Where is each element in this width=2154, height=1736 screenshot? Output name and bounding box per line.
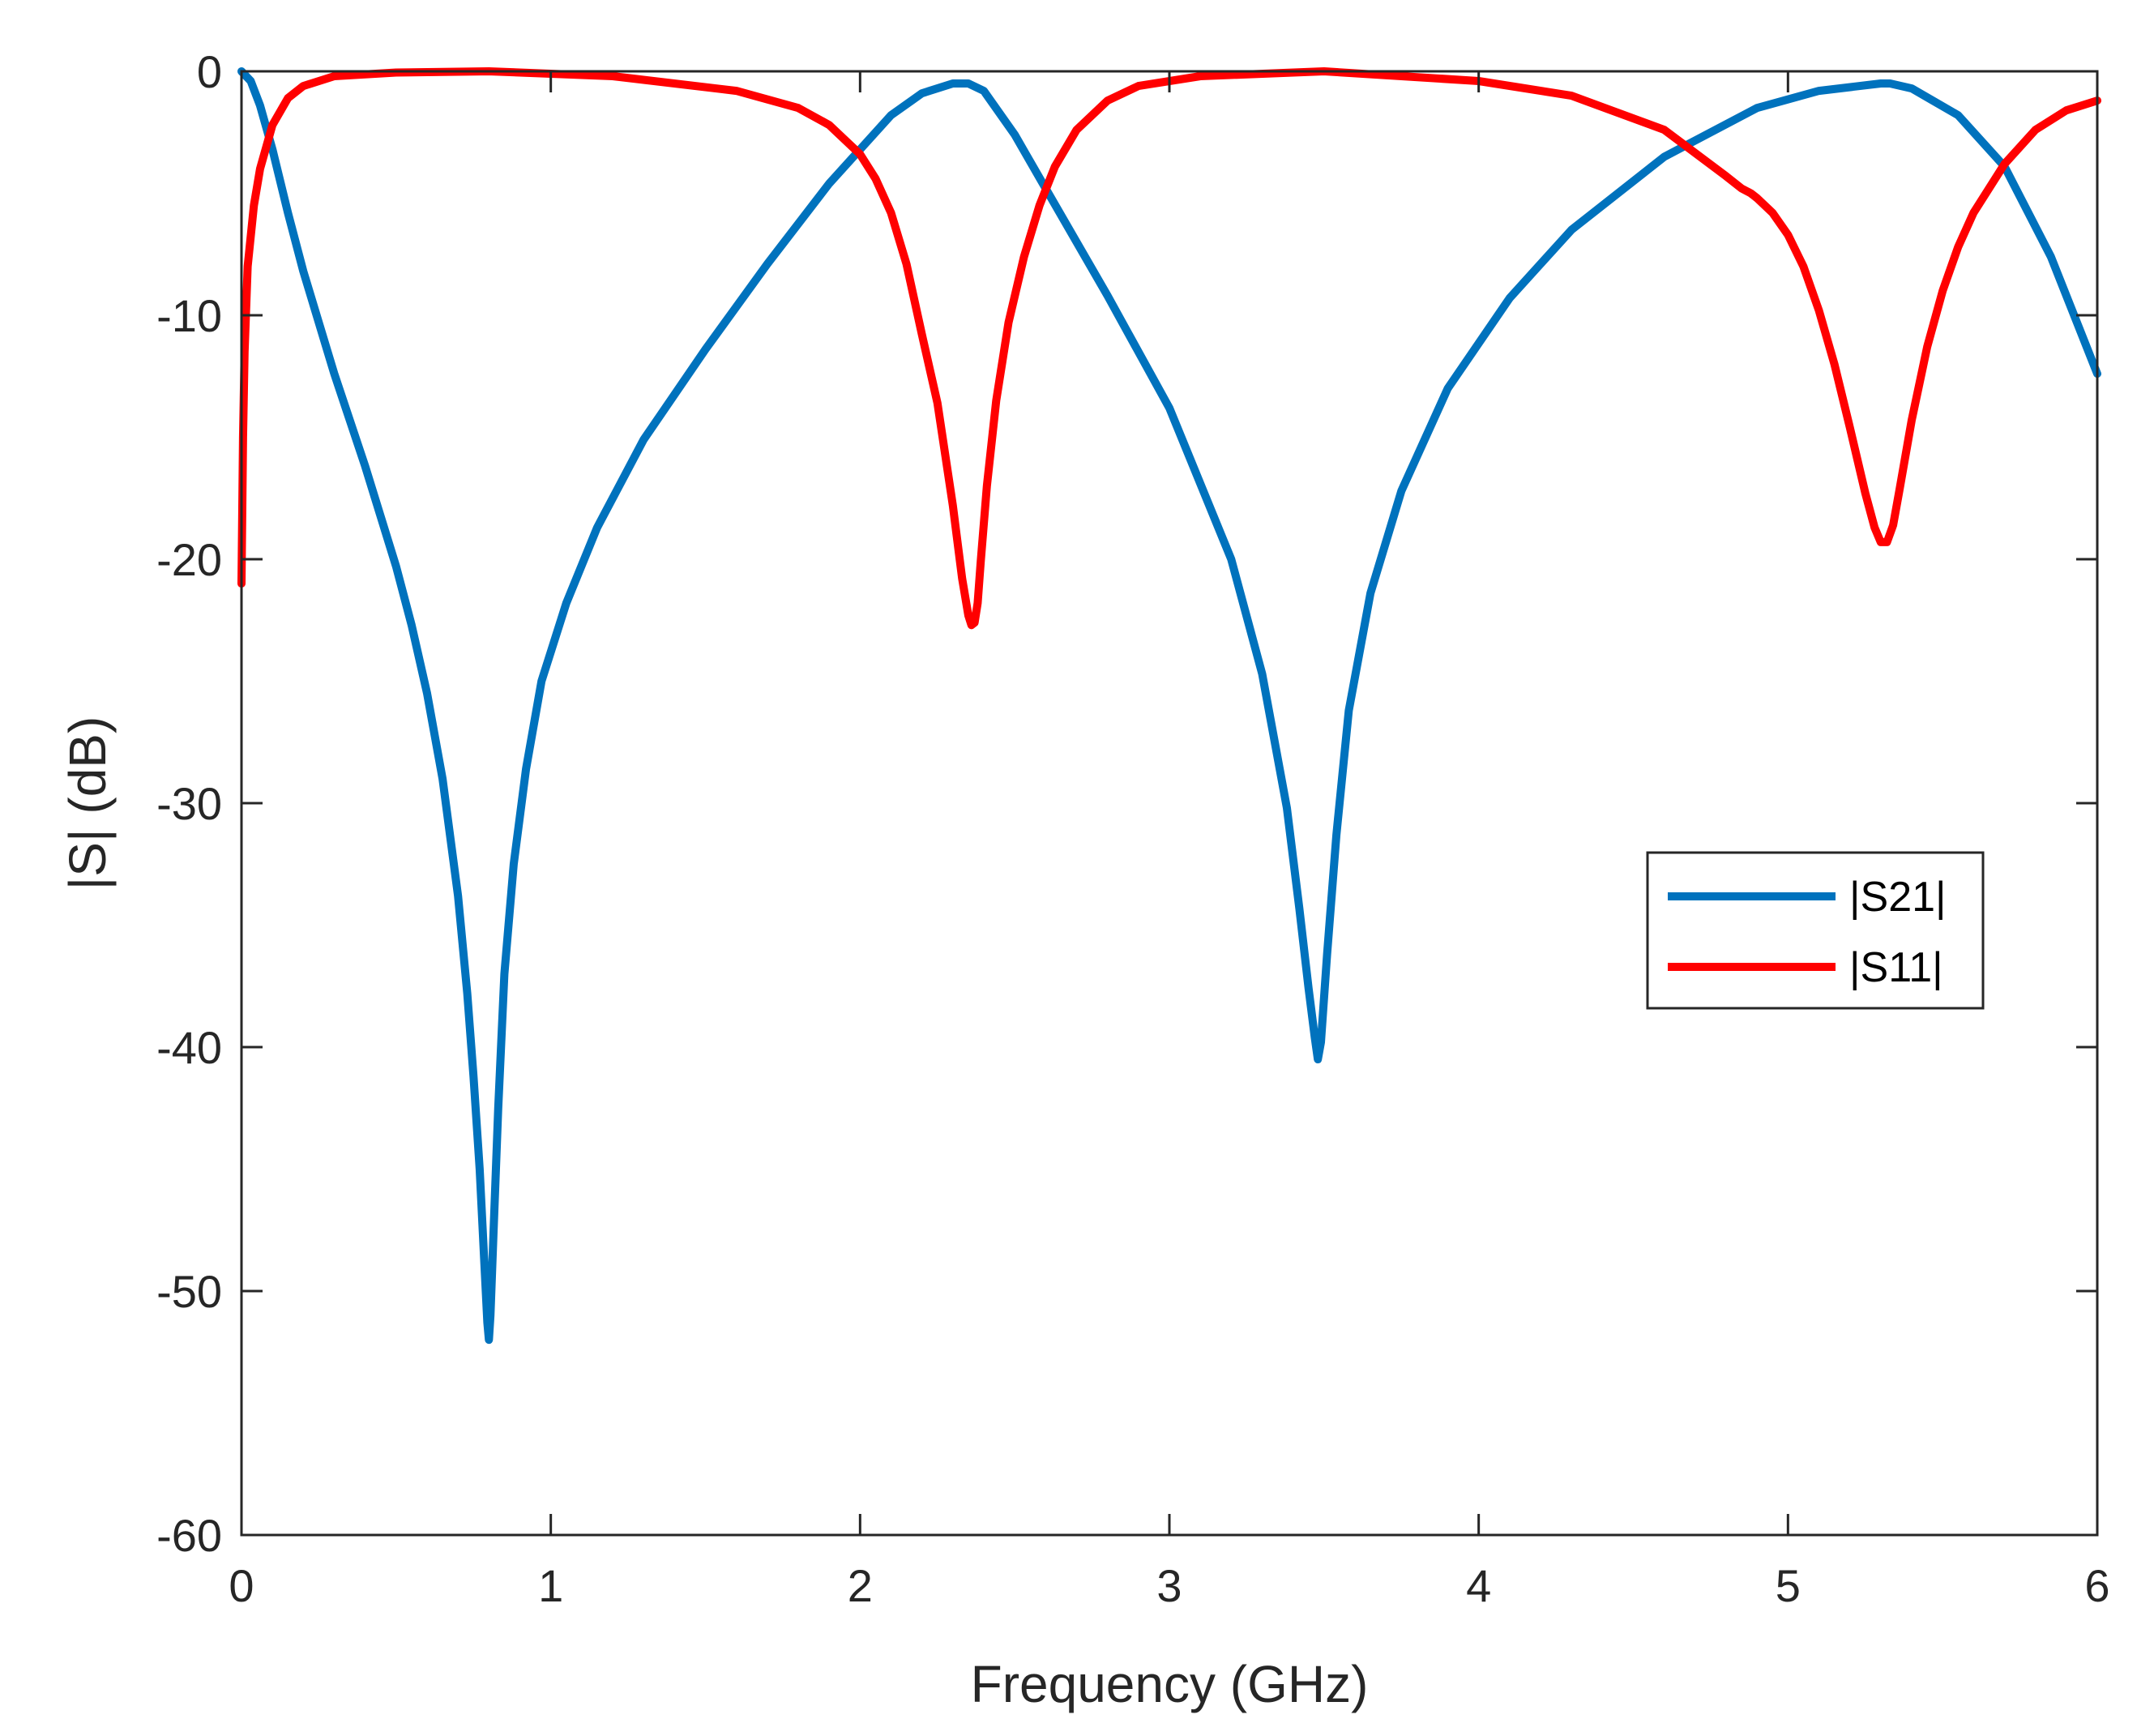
y-tick-label: -50 [156,1266,222,1317]
legend: |S21| |S11| [1646,851,1985,1010]
x-tick-label: 1 [538,1560,563,1611]
y-tick-label: -40 [156,1022,222,1073]
x-axis-title: Frequency (GHz) [971,1655,1369,1713]
plot-area-background [241,71,2097,1535]
x-tick-label: 4 [1466,1560,1491,1611]
x-tick-label: 3 [1156,1560,1182,1611]
x-tick-labels: 0 1 2 3 4 5 6 [229,1560,2109,1611]
x-tick-label: 0 [229,1560,254,1611]
y-tick-label: -20 [156,534,222,585]
legend-box [1646,851,1985,1010]
y-tick-label: -60 [156,1510,222,1561]
y-tick-label: -30 [156,778,222,829]
x-tick-label: 5 [1776,1560,1801,1611]
legend-label-s21: |S21| [1849,874,1947,921]
y-tick-labels: 0 -10 -20 -30 -40 -50 -60 [156,46,222,1561]
plot-area-frame [240,70,2099,1537]
y-axis-title: |S| (dB) [58,716,117,891]
legend-label-s11: |S11| [1849,944,1943,991]
series-line-s21 [237,67,2101,1345]
x-tick-label: 6 [2084,1560,2109,1611]
y-tick-label: 0 [197,46,222,97]
x-tick-label: 2 [848,1560,873,1611]
y-tick-label: -10 [156,290,222,341]
